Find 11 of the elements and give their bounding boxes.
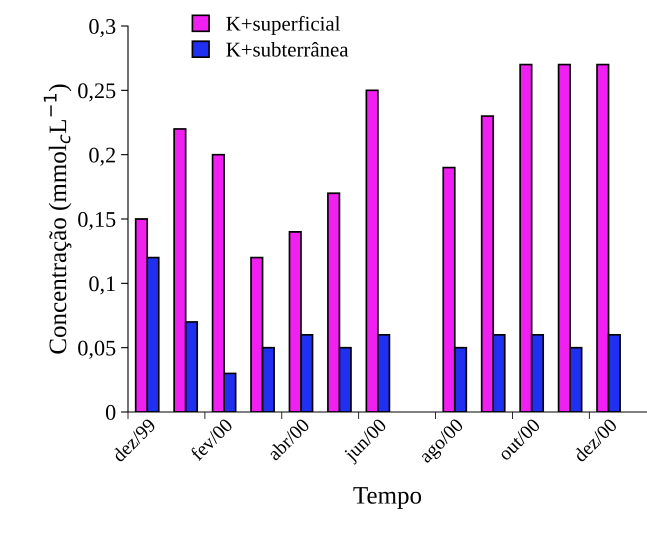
legend-label: K+subterrânea — [226, 42, 348, 57]
y-tick-label: 0,3 — [89, 18, 116, 38]
y-tick-label: 0,2 — [89, 148, 115, 166]
y-tick-label: 0,05 — [78, 340, 116, 359]
legend-label: K+superficial — [226, 16, 340, 35]
y-tick-label: 0,15 — [78, 212, 116, 230]
y-tick-label: 0,1 — [89, 276, 115, 294]
y-tick-label: 0 — [106, 404, 116, 420]
y-axis-title: Concentração (mmol$_{c}$L$^{−1}$) — [44, 84, 72, 354]
y-tick-label: 0,25 — [78, 83, 116, 102]
x-axis-title: Tempo — [353, 487, 422, 509]
